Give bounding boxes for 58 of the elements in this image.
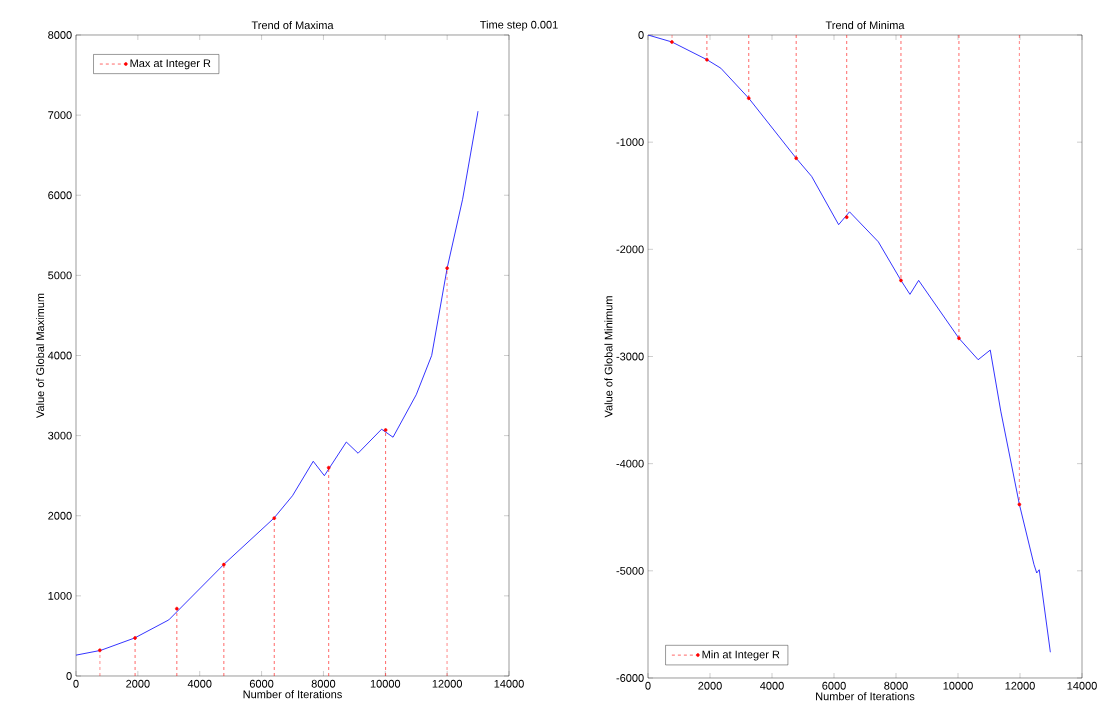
x-tick-label: 2000 xyxy=(698,681,722,690)
y-tick-label: 7000 xyxy=(48,111,72,120)
x-tick-label: 14000 xyxy=(1067,681,1097,690)
y-tick-label: -5000 xyxy=(616,566,644,575)
point xyxy=(844,215,849,219)
point xyxy=(746,96,751,101)
y-tick-label: 2000 xyxy=(48,511,72,520)
point xyxy=(1017,502,1022,507)
legend-label: Max at Integer R xyxy=(130,59,211,70)
x-tick-label: 0 xyxy=(645,681,651,690)
y-tick-label: -6000 xyxy=(616,674,644,682)
x-axis-title: Number of Iterations xyxy=(243,690,342,699)
y-tick-label: 3000 xyxy=(48,431,72,440)
point xyxy=(326,465,331,470)
y-tick-label: -3000 xyxy=(616,352,644,361)
point xyxy=(98,648,102,653)
x-tick-label: 2000 xyxy=(126,679,150,688)
y-tick-label: -4000 xyxy=(616,459,644,468)
point xyxy=(899,278,903,283)
y-tick-label: 6000 xyxy=(48,191,72,200)
x-tick-label: 10000 xyxy=(943,681,973,690)
point xyxy=(794,156,798,161)
text: Time step 0.001 xyxy=(480,20,558,31)
point xyxy=(957,336,961,341)
y-tick-label: -1000 xyxy=(616,138,644,147)
legend-label: Min at Integer R xyxy=(702,650,780,661)
point xyxy=(383,428,388,432)
y-tick-label: 5000 xyxy=(48,271,72,280)
x-tick-label: 12000 xyxy=(432,679,462,688)
chart-title: Trend of Maxima xyxy=(251,21,334,30)
point xyxy=(133,636,137,640)
x-tick-label: 14000 xyxy=(494,679,524,688)
x-tick-label: 8000 xyxy=(884,681,908,690)
chart-title: Trend of Minima xyxy=(825,21,905,30)
y-axis-title: Value of Global Minimum xyxy=(604,296,613,418)
x-tick-label: 4000 xyxy=(760,681,784,690)
y-axis-title: Value of Global Maximum xyxy=(36,293,45,419)
x-axis-title: Number of Iterations xyxy=(816,692,915,701)
x-tick-label: 10000 xyxy=(370,679,401,688)
x-tick-label: 6000 xyxy=(249,679,274,688)
x-tick-label: 8000 xyxy=(311,679,336,688)
point xyxy=(222,562,226,567)
line-series xyxy=(76,110,479,656)
y-tick-label: -2000 xyxy=(616,245,644,254)
point xyxy=(445,266,449,270)
y-tick-label: 1000 xyxy=(48,591,72,600)
y-tick-label: 0 xyxy=(66,672,72,680)
x-tick-label: 12000 xyxy=(1005,681,1035,690)
point xyxy=(175,606,179,611)
x-tick-label: 6000 xyxy=(822,681,846,690)
point xyxy=(272,516,277,520)
y-tick-label: 0 xyxy=(638,31,644,39)
y-tick-label: 4000 xyxy=(47,351,72,360)
point xyxy=(670,40,674,44)
point xyxy=(705,57,709,62)
x-tick-label: 4000 xyxy=(187,679,212,688)
y-tick-label: 8000 xyxy=(48,31,72,39)
x-tick-label: 0 xyxy=(73,679,79,688)
